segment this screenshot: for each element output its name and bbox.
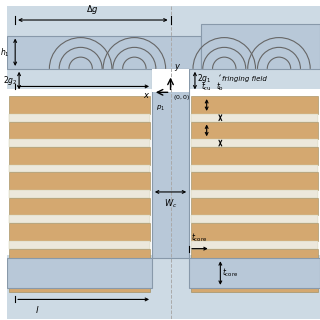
Text: $W_c$: $W_c$ <box>164 198 177 210</box>
Bar <box>152 69 189 92</box>
Bar <box>191 274 318 292</box>
Bar <box>9 266 150 274</box>
Bar <box>9 122 150 139</box>
Bar <box>9 147 150 164</box>
Text: $t_{\rm core}$: $t_{\rm core}$ <box>191 231 207 244</box>
Bar <box>7 6 320 89</box>
Bar <box>191 114 318 122</box>
Text: $t_{\rm core}$: $t_{\rm core}$ <box>222 267 239 279</box>
Bar <box>9 198 150 215</box>
Text: $2g_1$: $2g_1$ <box>197 72 212 85</box>
Bar <box>9 172 150 190</box>
Bar <box>191 172 318 190</box>
Text: $l$: $l$ <box>35 304 39 315</box>
Bar <box>189 258 320 288</box>
Bar <box>9 96 150 114</box>
Text: $p_1$: $p_1$ <box>156 104 165 113</box>
Text: $t_{\rm b}$: $t_{\rm b}$ <box>216 81 224 93</box>
Text: $t_{\rm cu}$: $t_{\rm cu}$ <box>201 81 212 93</box>
Bar <box>9 223 150 241</box>
Text: $x$: $x$ <box>143 91 150 100</box>
Bar <box>7 255 320 319</box>
Bar <box>191 139 318 147</box>
Bar <box>7 258 152 288</box>
Bar <box>191 249 318 266</box>
Bar <box>9 241 150 249</box>
Bar <box>7 89 320 255</box>
Text: $\Delta g$: $\Delta g$ <box>86 3 99 16</box>
Bar <box>191 215 318 223</box>
Bar <box>191 164 318 172</box>
Bar <box>191 266 318 274</box>
Bar <box>152 69 189 258</box>
Text: $(0,0)$: $(0,0)$ <box>173 93 191 102</box>
Bar <box>191 241 318 249</box>
Bar <box>9 249 150 266</box>
Bar <box>9 215 150 223</box>
Bar <box>9 114 150 122</box>
Bar <box>201 24 320 69</box>
Text: $2g_2$: $2g_2$ <box>3 74 17 87</box>
Bar <box>9 274 150 292</box>
Bar <box>191 223 318 241</box>
Bar <box>191 198 318 215</box>
Bar <box>191 190 318 198</box>
Text: $h_1$: $h_1$ <box>0 46 9 59</box>
Bar <box>191 96 318 114</box>
Bar <box>9 190 150 198</box>
Bar <box>9 164 150 172</box>
Bar <box>191 147 318 164</box>
Bar <box>7 36 201 69</box>
Text: $y$: $y$ <box>174 62 182 73</box>
Text: fringing field: fringing field <box>222 76 267 82</box>
Bar <box>9 139 150 147</box>
Bar <box>191 122 318 139</box>
